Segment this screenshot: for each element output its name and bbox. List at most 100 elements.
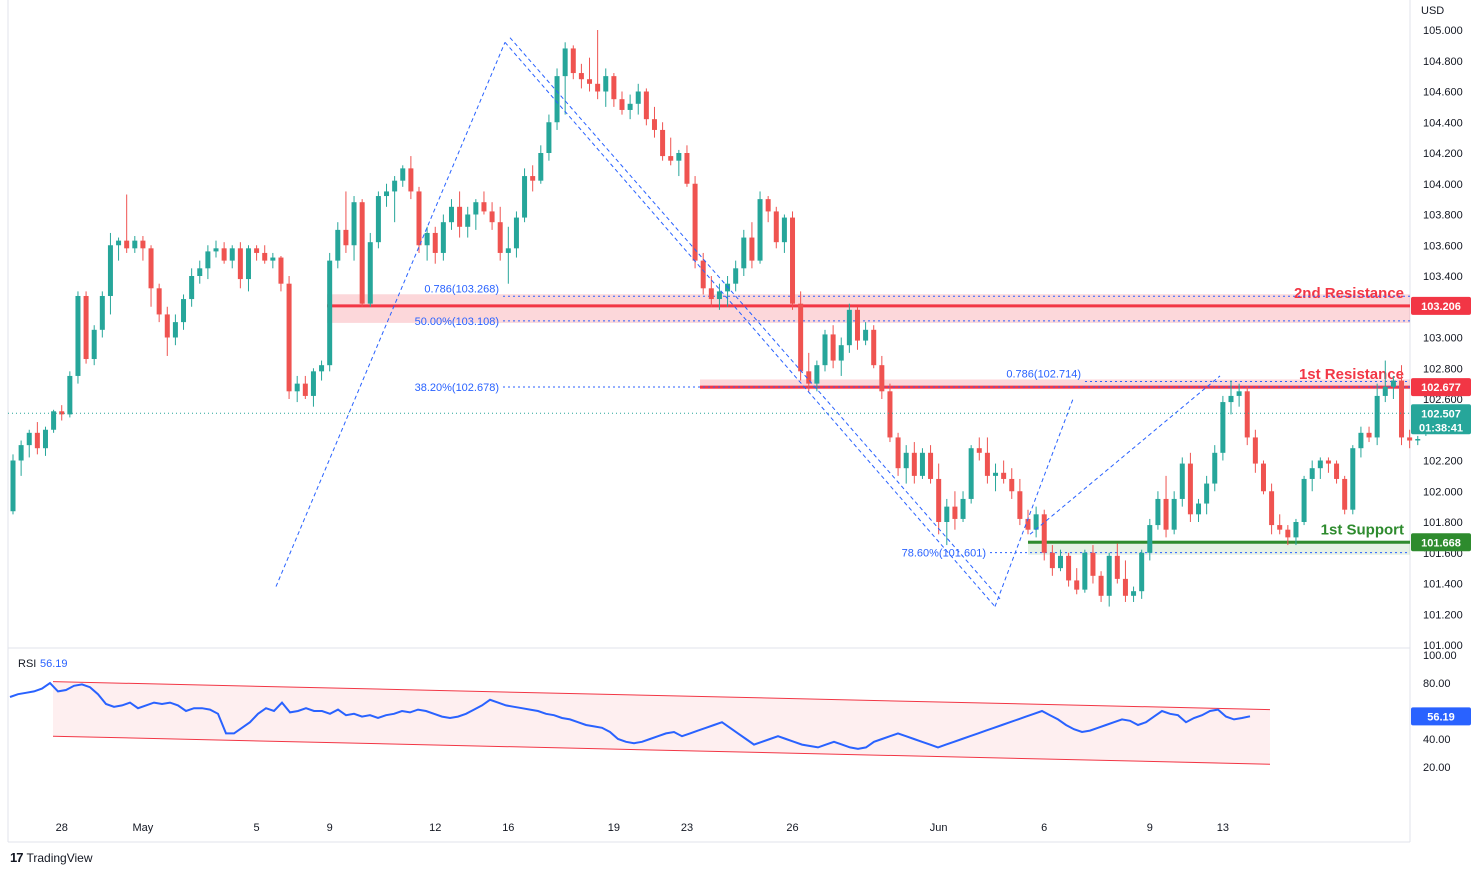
candle-body	[936, 478, 942, 522]
candle	[489, 202, 495, 230]
trend-line	[994, 398, 1074, 607]
candle-body	[1301, 478, 1307, 522]
candle-body	[668, 156, 674, 161]
candle-body	[846, 309, 852, 346]
price-tick-label: 102.200	[1423, 456, 1463, 468]
candle-body	[99, 295, 105, 330]
candle	[806, 352, 812, 392]
price-tick-label: 101.400	[1423, 579, 1463, 591]
zone-band-0	[327, 294, 1410, 323]
candle	[1236, 383, 1242, 407]
candle-body	[1334, 463, 1340, 479]
candle-body	[197, 268, 203, 276]
candle	[692, 176, 698, 269]
candle	[546, 114, 552, 161]
candle	[505, 226, 511, 284]
candle-body	[513, 217, 519, 249]
candle	[205, 245, 211, 280]
candle-body	[1204, 483, 1210, 504]
candle-body	[367, 242, 373, 304]
candle-body	[887, 391, 893, 438]
candle-body	[440, 222, 446, 253]
fib-label-1: 50.00%(103.108)	[415, 316, 499, 328]
time-tick-label: 23	[681, 822, 693, 834]
candle-body	[863, 329, 869, 341]
candle	[148, 245, 154, 307]
time-tick-label: 9	[327, 822, 333, 834]
candle	[310, 368, 316, 407]
candle-body	[148, 248, 154, 289]
candle	[189, 268, 195, 307]
candle	[700, 252, 706, 295]
candle	[879, 355, 885, 399]
candle-body	[952, 506, 958, 519]
candle-body	[107, 245, 113, 296]
price-tick-label: 103.000	[1423, 333, 1463, 345]
candle-body	[1090, 552, 1096, 576]
last-price-tag: 102.507	[1421, 408, 1461, 420]
fib-label-2: 38.20%(102.678)	[415, 382, 499, 394]
candle	[944, 498, 950, 546]
currency-label: USD	[1421, 5, 1444, 17]
candle	[343, 191, 349, 253]
candle-body	[700, 260, 706, 289]
candle-body	[627, 103, 633, 110]
candle	[83, 291, 89, 364]
candle-body	[765, 199, 771, 212]
candle	[448, 199, 454, 230]
candle-body	[140, 240, 146, 249]
fib-label-0: 0.786(103.268)	[424, 283, 499, 295]
candle-body	[343, 229, 349, 246]
candle	[1325, 457, 1331, 473]
candle-body	[1122, 578, 1128, 596]
candle-body	[1325, 460, 1331, 464]
candle	[903, 445, 909, 484]
candle-body	[911, 452, 917, 476]
zone-label-1: 1st Resistance	[1299, 366, 1404, 383]
candle	[1399, 365, 1405, 446]
candle	[440, 214, 446, 261]
price-tick-label: 104.000	[1423, 179, 1463, 191]
candle	[367, 232, 373, 307]
candle-body	[1066, 555, 1072, 581]
candle-body	[34, 432, 40, 449]
candle	[1301, 475, 1307, 526]
candle	[838, 337, 844, 376]
candle-body	[1366, 432, 1372, 438]
candle	[465, 206, 471, 238]
price-tick-label: 101.000	[1423, 640, 1463, 652]
candle-body	[822, 334, 828, 366]
candle	[1066, 552, 1072, 587]
candle-body	[505, 248, 511, 253]
candle	[278, 256, 284, 292]
candle	[1098, 571, 1104, 602]
candle-body	[1252, 437, 1258, 464]
rsi-line	[9, 681, 1251, 750]
time-tick-label: 9	[1147, 822, 1153, 834]
price-tick-label: 102.600	[1423, 394, 1463, 406]
candle	[51, 409, 57, 433]
candle-body	[229, 248, 235, 261]
candle	[67, 371, 73, 418]
rsi-title: RSI	[18, 658, 36, 670]
candle	[1415, 435, 1421, 446]
candle-body	[319, 365, 325, 372]
candle	[132, 236, 138, 253]
candle	[172, 314, 178, 346]
candle	[1309, 460, 1315, 492]
candle-body	[132, 240, 138, 249]
candle-body	[806, 371, 812, 384]
candle-body	[944, 506, 950, 522]
candle-body	[1171, 498, 1177, 530]
candle	[952, 491, 958, 530]
candle	[513, 211, 519, 258]
candle-body	[522, 176, 528, 218]
candle-body	[1260, 463, 1266, 492]
candle	[651, 106, 657, 138]
candle	[286, 276, 292, 399]
price-tick-label: 103.600	[1423, 240, 1463, 252]
candle	[773, 206, 779, 249]
rsi-value-tag-bg	[1411, 707, 1471, 726]
candle	[99, 291, 105, 338]
